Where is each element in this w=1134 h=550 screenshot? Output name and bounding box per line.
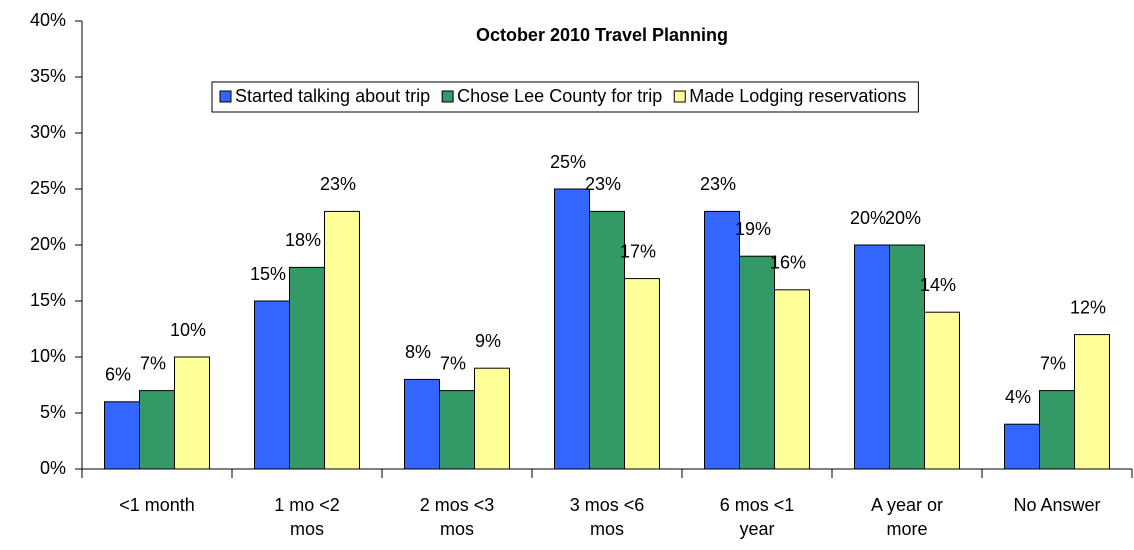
bar — [174, 356, 210, 470]
data-label: 17% — [620, 241, 656, 261]
y-tick-label: 40% — [30, 10, 66, 30]
x-tick-label: 1 mo <2 mos — [274, 495, 340, 539]
data-label: 20% — [885, 208, 921, 228]
y-tick-label: 20% — [30, 234, 66, 254]
bar — [139, 390, 175, 470]
bar — [104, 401, 140, 470]
data-label: 14% — [920, 275, 956, 295]
y-tick-label: 0% — [40, 458, 66, 478]
data-label: 7% — [440, 353, 466, 373]
x-tick-label: <1 month — [119, 495, 195, 515]
data-label: 19% — [735, 219, 771, 239]
data-label: 7% — [140, 353, 166, 373]
legend-label: Made Lodging reservations — [689, 86, 906, 106]
legend-box — [211, 81, 919, 113]
bar — [924, 311, 960, 470]
bar — [704, 210, 740, 470]
legend-label: Chose Lee County for trip — [457, 86, 662, 106]
bar — [1004, 423, 1040, 470]
bar — [589, 210, 625, 470]
data-label: 8% — [405, 342, 431, 362]
data-label: 12% — [1070, 297, 1106, 317]
y-tick-label: 5% — [40, 402, 66, 422]
data-label: 16% — [770, 253, 806, 273]
data-label: 4% — [1005, 387, 1031, 407]
legend-swatch — [219, 90, 232, 103]
bar — [289, 266, 325, 470]
bar — [254, 300, 290, 470]
data-label: 23% — [585, 174, 621, 194]
data-label: 9% — [475, 331, 501, 351]
y-tick-label: 25% — [30, 178, 66, 198]
bar — [439, 390, 475, 470]
bar — [854, 244, 890, 470]
x-tick-label: 3 mos <6 mos — [569, 495, 645, 539]
data-label: 23% — [700, 174, 736, 194]
data-label: 7% — [1040, 353, 1066, 373]
data-label: 23% — [320, 174, 356, 194]
data-label: 25% — [550, 152, 586, 172]
legend-swatch — [441, 90, 454, 103]
x-tick-label: 6 mos <1 year — [719, 495, 795, 539]
x-tick-label: 2 mos <3 mos — [419, 495, 495, 539]
bar — [624, 278, 660, 470]
x-tick-label: A year or more — [870, 495, 944, 539]
bar — [889, 244, 925, 470]
bar — [1074, 334, 1110, 470]
chart-title: October 2010 Travel Planning — [476, 25, 728, 45]
bar — [1039, 390, 1075, 470]
x-tick-label: No Answer — [1013, 495, 1101, 515]
legend-swatch — [673, 90, 686, 103]
data-label: 6% — [105, 365, 131, 385]
bar — [554, 188, 590, 470]
bar — [404, 378, 440, 470]
y-tick-label: 15% — [30, 290, 66, 310]
data-label: 10% — [170, 320, 206, 340]
data-label: 20% — [850, 208, 886, 228]
data-label: 15% — [250, 264, 286, 284]
y-tick-label: 30% — [30, 122, 66, 142]
bar — [324, 210, 360, 470]
data-label: 18% — [285, 230, 321, 250]
y-tick-label: 35% — [30, 66, 66, 86]
bar — [739, 255, 775, 470]
bar — [474, 367, 510, 470]
bar — [774, 289, 810, 470]
legend-label: Started talking about trip — [235, 86, 430, 106]
y-tick-label: 10% — [30, 346, 66, 366]
